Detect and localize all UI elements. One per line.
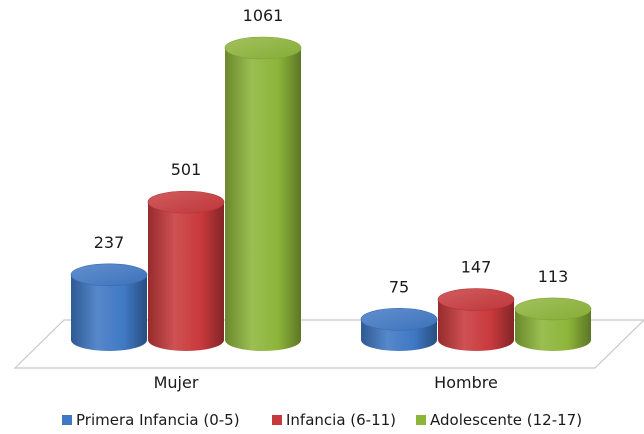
bar-mujer-series-0	[70, 263, 148, 351]
legend-swatch-2	[416, 415, 426, 425]
data-label-mujer-series-1: 501	[171, 160, 202, 179]
legend-label-1: Infancia (6-11)	[286, 411, 396, 429]
data-label-hombre-series-0: 75	[389, 277, 409, 296]
bar-hombre-series-2	[514, 297, 592, 351]
category-label-hombre: Hombre	[434, 373, 498, 392]
legend-item-1: Infancia (6-11)	[272, 411, 396, 429]
legend-swatch-1	[272, 415, 282, 425]
bar-hombre-series-0	[360, 308, 438, 351]
data-label-hombre-series-2: 113	[538, 267, 569, 286]
data-labels-group: 237 501 1061 75 147 113	[94, 6, 569, 296]
data-label-mujer-series-0: 237	[94, 233, 125, 252]
legend-item-2: Adolescente (12-17)	[416, 411, 582, 429]
legend-label-2: Adolescente (12-17)	[430, 411, 582, 429]
legend-swatch-0	[62, 415, 72, 425]
legend: Primera Infancia (0-5) Infancia (6-11) Ado…	[62, 411, 582, 429]
bars-group	[70, 36, 592, 351]
bar-mujer-series-2	[224, 36, 302, 351]
data-label-mujer-series-2: 1061	[243, 6, 284, 25]
bar-hombre-series-1	[437, 288, 515, 351]
bar-mujer-series-1	[147, 190, 225, 351]
data-label-hombre-series-1: 147	[461, 258, 492, 277]
category-label-mujer: Mujer	[154, 373, 199, 392]
legend-item-0: Primera Infancia (0-5)	[62, 411, 240, 429]
legend-label-0: Primera Infancia (0-5)	[76, 411, 240, 429]
category-labels-group: Mujer Hombre	[154, 373, 498, 392]
